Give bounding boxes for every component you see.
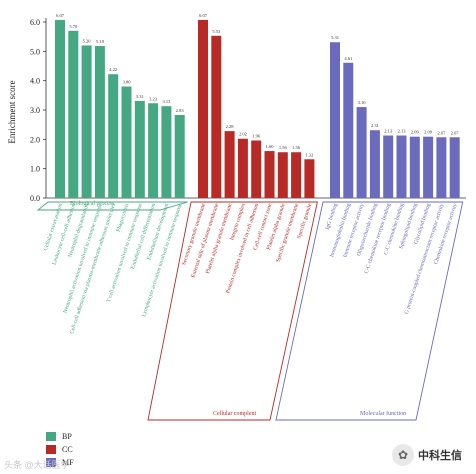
y-tick-label: 3.0 — [30, 106, 40, 115]
bar-value-label: 3.13 — [162, 99, 171, 104]
bar-value-label: 5.53 — [212, 29, 221, 34]
legend-label: MF — [62, 458, 74, 467]
group-box-cc — [147, 201, 318, 421]
bar-cc — [224, 131, 235, 198]
bar-value-label: 5.70 — [69, 24, 78, 29]
bar-value-label: 2.13 — [384, 129, 393, 134]
bar-value-label: 5.31 — [331, 35, 339, 40]
bar-cc — [291, 152, 302, 198]
bar-bp — [134, 100, 145, 198]
bar-bp — [68, 30, 79, 198]
legend-swatch — [46, 458, 56, 467]
bar-mf — [369, 130, 380, 198]
legend-swatch — [46, 432, 56, 441]
legend-item-cc: CC — [46, 443, 74, 456]
bar-bp — [148, 103, 159, 198]
bar-mf — [423, 136, 434, 198]
bar-cc — [211, 35, 222, 198]
category-label: IgG binding — [325, 203, 339, 231]
bar-bp — [121, 86, 132, 198]
bar-value-label: 2.09 — [424, 130, 433, 135]
legend: BP CC MF — [46, 430, 74, 469]
bar-cc — [277, 152, 288, 198]
bar-bp — [108, 74, 119, 198]
y-tick-label: 4.0 — [30, 77, 40, 86]
bar-value-label: 2.13 — [398, 129, 407, 134]
bar-value-label: 1.60 — [266, 144, 275, 149]
group-name-label: Cellular complent — [213, 411, 256, 417]
y-tick-label: 6.0 — [30, 18, 40, 27]
bar-value-label: 2.83 — [176, 108, 185, 113]
bar-bp — [161, 106, 172, 198]
bar-mf — [436, 137, 447, 198]
bar-value-label: 6.07 — [56, 13, 65, 18]
bar-value-label: 1.56 — [279, 145, 288, 150]
bars: 6.07 5.70 5.20 5.18 4.22 3.80 3.31 3.23 3.13 2.83… — [55, 13, 460, 199]
bar-value-label: 1.32 — [305, 152, 313, 157]
group-name-label: Molecular function — [360, 410, 406, 417]
bar-mf — [396, 135, 407, 198]
legend-label: CC — [62, 445, 73, 454]
bar-value-label: 2.02 — [239, 132, 247, 137]
wechat-logo-icon: ✿ — [392, 444, 414, 466]
y-tick-label: 0.0 — [30, 194, 40, 203]
bar-value-label: 5.18 — [96, 39, 105, 44]
group-boxes: Biological process Cellular complent Molec… — [36, 201, 464, 421]
bar-mf — [383, 135, 394, 198]
bar-cc — [237, 138, 248, 198]
group-name-label: Biological process — [70, 201, 115, 207]
bar-bp — [94, 46, 105, 199]
bar-value-label: 5.20 — [83, 38, 92, 43]
legend-item-mf: MF — [46, 456, 74, 469]
y-axis-label: Enrichment score — [7, 80, 17, 143]
bar-value-label: 6.07 — [199, 13, 208, 18]
group-box-mf — [275, 201, 464, 421]
bar-mf — [343, 62, 354, 199]
bar-mf — [449, 137, 460, 198]
bar-bp — [81, 45, 92, 198]
bar-value-label: 3.23 — [149, 96, 158, 101]
bar-value-label: 3.31 — [136, 94, 144, 99]
bar-cc — [304, 159, 315, 198]
legend-item-bp: BP — [46, 430, 74, 443]
legend-swatch — [46, 445, 56, 454]
bar-value-label: 2.07 — [451, 130, 460, 135]
bar-value-label: 2.07 — [437, 130, 446, 135]
bar-value-label: 2.09 — [411, 130, 420, 135]
bar-value-label: 4.22 — [109, 67, 117, 72]
bar-mf — [330, 42, 340, 198]
bar-mf — [409, 136, 420, 198]
group-box-bp — [36, 201, 188, 211]
tick-labels: 0.0 1.0 2.0 3.0 4.0 5.0 6.0 — [30, 18, 46, 203]
y-tick-label: 5.0 — [30, 47, 40, 56]
y-tick-label: 1.0 — [30, 165, 40, 174]
bar-bp — [174, 114, 185, 198]
category-label: Phagocytosis — [116, 203, 131, 233]
legend-label: BP — [62, 432, 72, 441]
bar-value-label: 1.56 — [292, 145, 301, 150]
bar-value-label: 2.28 — [226, 124, 235, 129]
bar-value-label: 4.61 — [344, 56, 352, 61]
bar-value-label: 3.80 — [123, 80, 132, 85]
enrichment-bar-chart: 6.07 5.70 5.20 5.18 4.22 3.80 3.31 3.23 3.13 2.83… — [7, 13, 466, 421]
bar-cc — [264, 151, 275, 198]
watermark-right-text: 中科生信 — [418, 449, 462, 462]
watermark-right: ✿ 中科生信 — [392, 444, 462, 466]
y-tick-label: 2.0 — [30, 135, 40, 144]
bar-cc — [198, 19, 208, 198]
bar-mf — [356, 107, 367, 198]
bar-value-label: 2.31 — [371, 123, 379, 128]
watermark-left: 头条 @大话医学 — [4, 460, 70, 470]
bar-value-label: 3.10 — [358, 100, 367, 105]
bar-value-label: 1.96 — [252, 134, 261, 139]
bar-bp — [55, 19, 65, 198]
bar-cc — [251, 140, 262, 198]
